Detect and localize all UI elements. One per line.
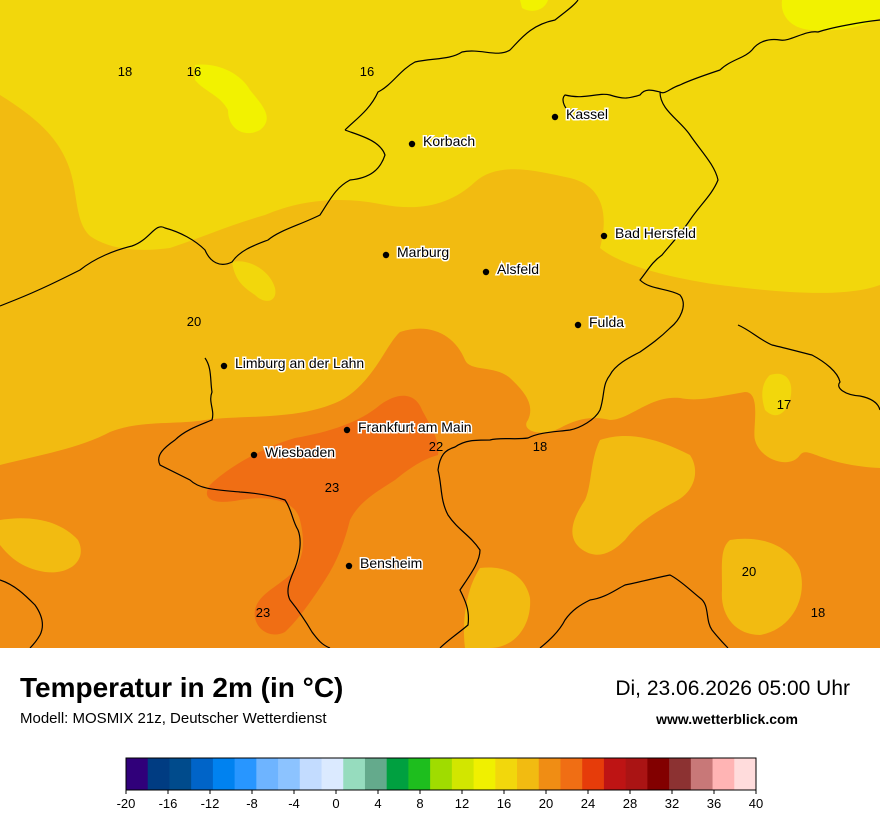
- zone-14-16-b: [781, 0, 880, 31]
- legend-tick-label: 32: [665, 796, 679, 811]
- city-dot: [574, 321, 582, 329]
- legend-swatch: [364, 758, 388, 790]
- contour-label: 16: [187, 64, 201, 79]
- legend-swatch: [169, 758, 192, 790]
- legend-swatch: [451, 758, 475, 790]
- legend-swatch: [321, 758, 344, 790]
- city-dot: [343, 426, 351, 434]
- zone-20-22: [0, 328, 880, 648]
- legend-tick-label: 8: [416, 796, 423, 811]
- city-label: Marburg: [397, 244, 449, 260]
- legend-tick-label: 20: [539, 796, 553, 811]
- legend-tick-label: 40: [749, 796, 763, 811]
- legend-swatch: [126, 758, 149, 790]
- model-source: Modell: MOSMIX 21z, Deutscher Wetterdien…: [20, 710, 327, 727]
- map-svg: 18 16 16 20 17 22 18 23 20 23 18 Kassel Korbach Bad …: [0, 0, 880, 648]
- legend-svg: -20 -16 -12 -8 -4 0 4 8 12 16 20 24 28 32 36 40: [117, 757, 763, 811]
- city-label: Bad Hersfeld: [615, 225, 696, 241]
- contour-label: 16: [360, 64, 374, 79]
- legend-swatch: [212, 758, 236, 790]
- legend-swatch: [603, 758, 627, 790]
- legend-swatch: [408, 758, 431, 790]
- legend-tick-label: -8: [246, 796, 258, 811]
- legend-swatch: [430, 758, 453, 790]
- legend-swatch: [495, 758, 518, 790]
- city-label: Frankfurt am Main: [358, 419, 472, 435]
- legend-tick-label: 16: [497, 796, 511, 811]
- legend-swatch: [299, 758, 323, 790]
- legend-tick-label: -4: [288, 796, 300, 811]
- contour-label: 23: [325, 480, 339, 495]
- website-link[interactable]: www.wetterblick.com: [656, 711, 798, 727]
- city-dot: [551, 113, 559, 121]
- zone-18-20-hole-b: [572, 435, 696, 555]
- zone-16-18-c: [762, 373, 792, 416]
- legend-tick-label: 36: [707, 796, 721, 811]
- city-dot: [220, 362, 228, 370]
- legend-tick-label: 12: [455, 796, 469, 811]
- borders: [0, 0, 880, 648]
- contour-label: 20: [187, 314, 201, 329]
- city-label: Korbach: [423, 133, 475, 149]
- city-label: Wiesbaden: [265, 444, 335, 460]
- legend-swatch: [278, 758, 301, 790]
- zone-14-16-a: [195, 64, 267, 134]
- city-label: Kassel: [566, 106, 608, 122]
- temperature-map: 18 16 16 20 17 22 18 23 20 23 18 Kassel Korbach Bad …: [0, 0, 880, 648]
- legend-swatch: [191, 758, 214, 790]
- legend-swatch: [386, 758, 409, 790]
- city-dot: [408, 140, 416, 148]
- legend-tick-label: -12: [201, 796, 220, 811]
- legend-tick-label: 24: [581, 796, 595, 811]
- legend-tick-label: 0: [332, 796, 339, 811]
- legend-swatch: [625, 758, 648, 790]
- contour-label: 23: [256, 605, 270, 620]
- contour-label: 18: [811, 605, 825, 620]
- city-label: Alsfeld: [497, 261, 539, 277]
- city-markers: Kassel Korbach Bad Hersfeld Marburg Alsfeld F…: [220, 105, 697, 573]
- contour-label: 20: [742, 564, 756, 579]
- legend-tick-label: 4: [374, 796, 381, 811]
- city-dot: [382, 251, 390, 259]
- zone-18-20-hole-d: [463, 567, 531, 648]
- contour-label: 18: [533, 439, 547, 454]
- zone-22-24: [206, 395, 439, 635]
- legend-tick-label: 28: [623, 796, 637, 811]
- city-label: Bensheim: [360, 555, 422, 571]
- legend-tick-label: -20: [117, 796, 136, 811]
- city-label: Limburg an der Lahn: [235, 355, 364, 371]
- legend-swatch: [647, 758, 670, 790]
- legend-tick-label: -16: [159, 796, 178, 811]
- legend-frame: [125, 757, 757, 791]
- contour-label: 18: [118, 64, 132, 79]
- legend-swatch: [669, 758, 692, 790]
- zone-14-16-c: [520, 0, 548, 11]
- city-label: Fulda: [589, 314, 624, 330]
- legend-swatch: [690, 758, 714, 790]
- legend-swatch: [256, 758, 279, 790]
- forecast-datetime: Di, 23.06.2026 05:00 Uhr: [615, 677, 850, 700]
- city-dot: [600, 232, 608, 240]
- legend-swatch: [517, 758, 540, 790]
- legend-swatch: [343, 758, 366, 790]
- legend-swatch: [712, 758, 735, 790]
- map-title: Temperatur in 2m (in °C): [20, 672, 344, 703]
- contour-label: 22: [429, 439, 443, 454]
- city-dot: [345, 562, 353, 570]
- zone-18-20-hole-c: [721, 538, 802, 635]
- zone-18-20-hole-a: [0, 518, 81, 573]
- city-dot: [482, 268, 490, 276]
- city-dot: [250, 451, 258, 459]
- legend-swatch: [582, 758, 605, 790]
- legend-swatch: [560, 758, 583, 790]
- contour-label: 17: [777, 397, 791, 412]
- legend-swatch: [538, 758, 561, 790]
- legend-swatch: [734, 758, 757, 790]
- legend-swatch: [473, 758, 496, 790]
- color-legend: -20 -16 -12 -8 -4 0 4 8 12 16 20 24 28 32 36 40: [110, 756, 770, 816]
- legend-swatch: [234, 758, 257, 790]
- contour-labels: 18 16 16 20 17 22 18 23 20 23 18: [118, 64, 825, 620]
- legend-swatch: [147, 758, 170, 790]
- zone-16-18-b: [232, 261, 276, 301]
